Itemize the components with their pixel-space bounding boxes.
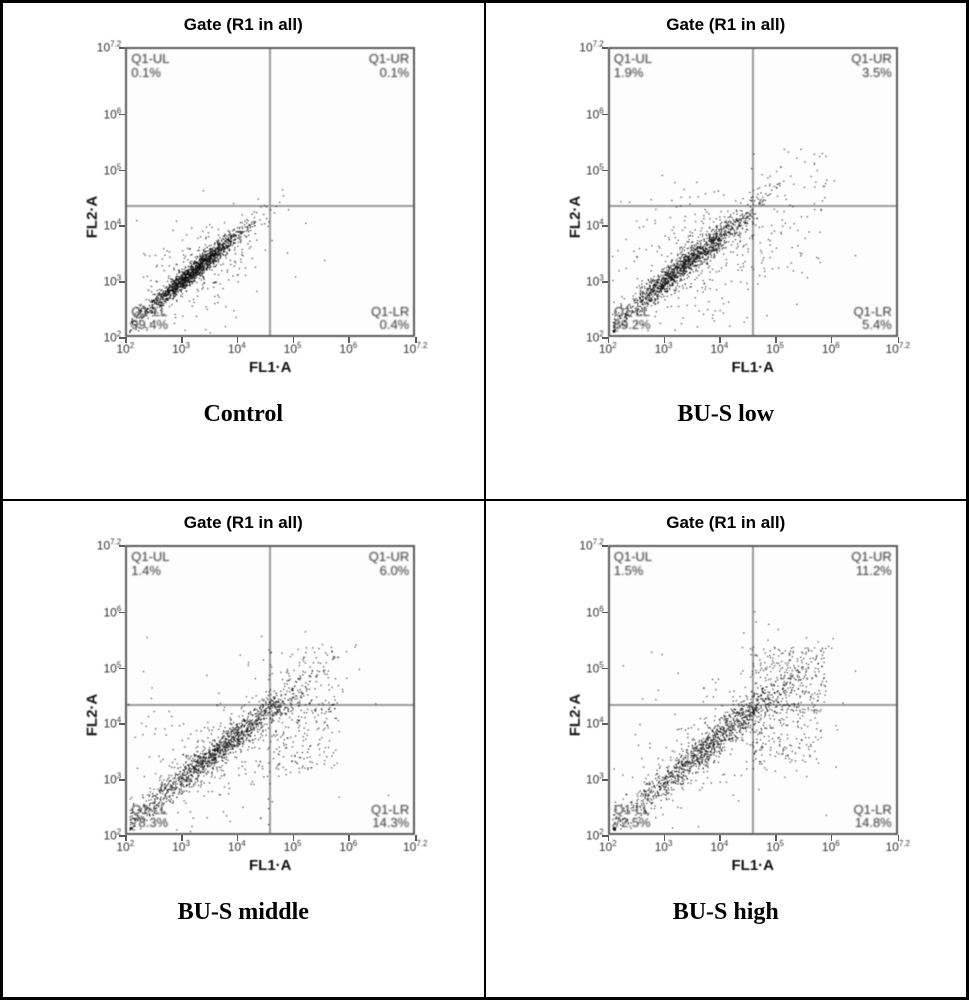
panel-control: Gate (R1 in all)FL2·AFL1·AQ1-UL0.1%Q1-UR… [2, 2, 485, 500]
y-tick-label: 105 [560, 162, 604, 177]
plot-wrap: FL2·AFL1·AQ1-UL1.9%Q1-UR3.5%Q1-LL89.2%Q1… [556, 37, 916, 397]
panel-caption: BU-S high [673, 899, 779, 926]
x-axis-label: FL1·A [125, 359, 415, 376]
plot-wrap: FL2·AFL1·AQ1-UL0.1%Q1-UR0.1%Q1-LL99.4%Q1… [73, 37, 433, 397]
gate-title: Gate (R1 in all) [666, 15, 785, 35]
panel-bus-low: Gate (R1 in all)FL2·AFL1·AQ1-UL1.9%Q1-UR… [485, 2, 968, 500]
panel-bus-high: Gate (R1 in all)FL2·AFL1·AQ1-UL1.5%Q1-UR… [485, 500, 968, 998]
gate-title: Gate (R1 in all) [184, 513, 303, 533]
x-tick-label: 103 [655, 341, 673, 356]
x-tick-label: 105 [284, 341, 302, 356]
y-tick-label: 105 [560, 660, 604, 675]
scatter-plot [610, 547, 896, 833]
y-tick-label: 103 [77, 772, 121, 787]
gate-title: Gate (R1 in all) [666, 513, 785, 533]
x-tick-label: 107.2 [886, 341, 910, 356]
x-tick-label: 107.2 [403, 341, 427, 356]
y-tick-label: 104 [560, 218, 604, 233]
panel-bus-middle: Gate (R1 in all)FL2·AFL1·AQ1-UL1.4%Q1-UR… [2, 500, 485, 998]
x-tick-label: 104 [710, 839, 728, 854]
plot-wrap: FL2·AFL1·AQ1-UL1.4%Q1-UR6.0%Q1-LL78.3%Q1… [73, 535, 433, 895]
plot-area: Q1-UL0.1%Q1-UR0.1%Q1-LL99.4%Q1-LR0.4% [125, 47, 415, 337]
y-tick-label: 102 [560, 828, 604, 843]
x-tick-label: 106 [822, 341, 840, 356]
y-tick-label: 107.2 [560, 40, 604, 55]
gate-title: Gate (R1 in all) [184, 15, 303, 35]
x-tick-label: 104 [228, 341, 246, 356]
y-tick-label: 106 [560, 604, 604, 619]
plot-wrap: FL2·AFL1·AQ1-UL1.5%Q1-UR11.2%Q1-LL72.5%Q… [556, 535, 916, 895]
x-axis-label: FL1·A [608, 857, 898, 874]
x-tick-label: 106 [339, 341, 357, 356]
y-tick-label: 102 [77, 330, 121, 345]
y-tick-label: 103 [77, 274, 121, 289]
plot-area: Q1-UL1.4%Q1-UR6.0%Q1-LL78.3%Q1-LR14.3% [125, 545, 415, 835]
y-tick-label: 104 [77, 218, 121, 233]
x-tick-label: 107.2 [886, 839, 910, 854]
scatter-plot [127, 547, 413, 833]
y-tick-label: 107.2 [77, 40, 121, 55]
y-tick-label: 102 [77, 828, 121, 843]
y-tick-label: 106 [77, 604, 121, 619]
x-tick-label: 105 [766, 839, 784, 854]
scatter-plot [127, 49, 413, 335]
x-tick-label: 103 [655, 839, 673, 854]
y-tick-label: 106 [560, 106, 604, 121]
y-tick-label: 107.2 [77, 538, 121, 553]
y-tick-label: 107.2 [560, 538, 604, 553]
x-tick-label: 105 [766, 341, 784, 356]
y-tick-label: 103 [560, 772, 604, 787]
panel-grid: Gate (R1 in all)FL2·AFL1·AQ1-UL0.1%Q1-UR… [0, 0, 969, 1000]
x-tick-label: 106 [822, 839, 840, 854]
y-tick-label: 103 [560, 274, 604, 289]
x-tick-label: 103 [172, 341, 190, 356]
y-tick-label: 106 [77, 106, 121, 121]
x-tick-label: 103 [172, 839, 190, 854]
x-tick-label: 105 [284, 839, 302, 854]
scatter-plot [610, 49, 896, 335]
x-tick-label: 107.2 [403, 839, 427, 854]
x-axis-label: FL1·A [608, 359, 898, 376]
y-tick-label: 105 [77, 660, 121, 675]
panel-caption: BU-S middle [178, 899, 309, 926]
x-axis-label: FL1·A [125, 857, 415, 874]
panel-caption: BU-S low [677, 401, 774, 428]
panel-caption: Control [203, 401, 283, 428]
y-tick-label: 104 [560, 716, 604, 731]
y-tick-label: 104 [77, 716, 121, 731]
x-tick-label: 106 [339, 839, 357, 854]
y-tick-label: 105 [77, 162, 121, 177]
plot-area: Q1-UL1.5%Q1-UR11.2%Q1-LL72.5%Q1-LR14.8% [608, 545, 898, 835]
x-tick-label: 104 [228, 839, 246, 854]
y-tick-label: 102 [560, 330, 604, 345]
x-tick-label: 104 [710, 341, 728, 356]
plot-area: Q1-UL1.9%Q1-UR3.5%Q1-LL89.2%Q1-LR5.4% [608, 47, 898, 337]
